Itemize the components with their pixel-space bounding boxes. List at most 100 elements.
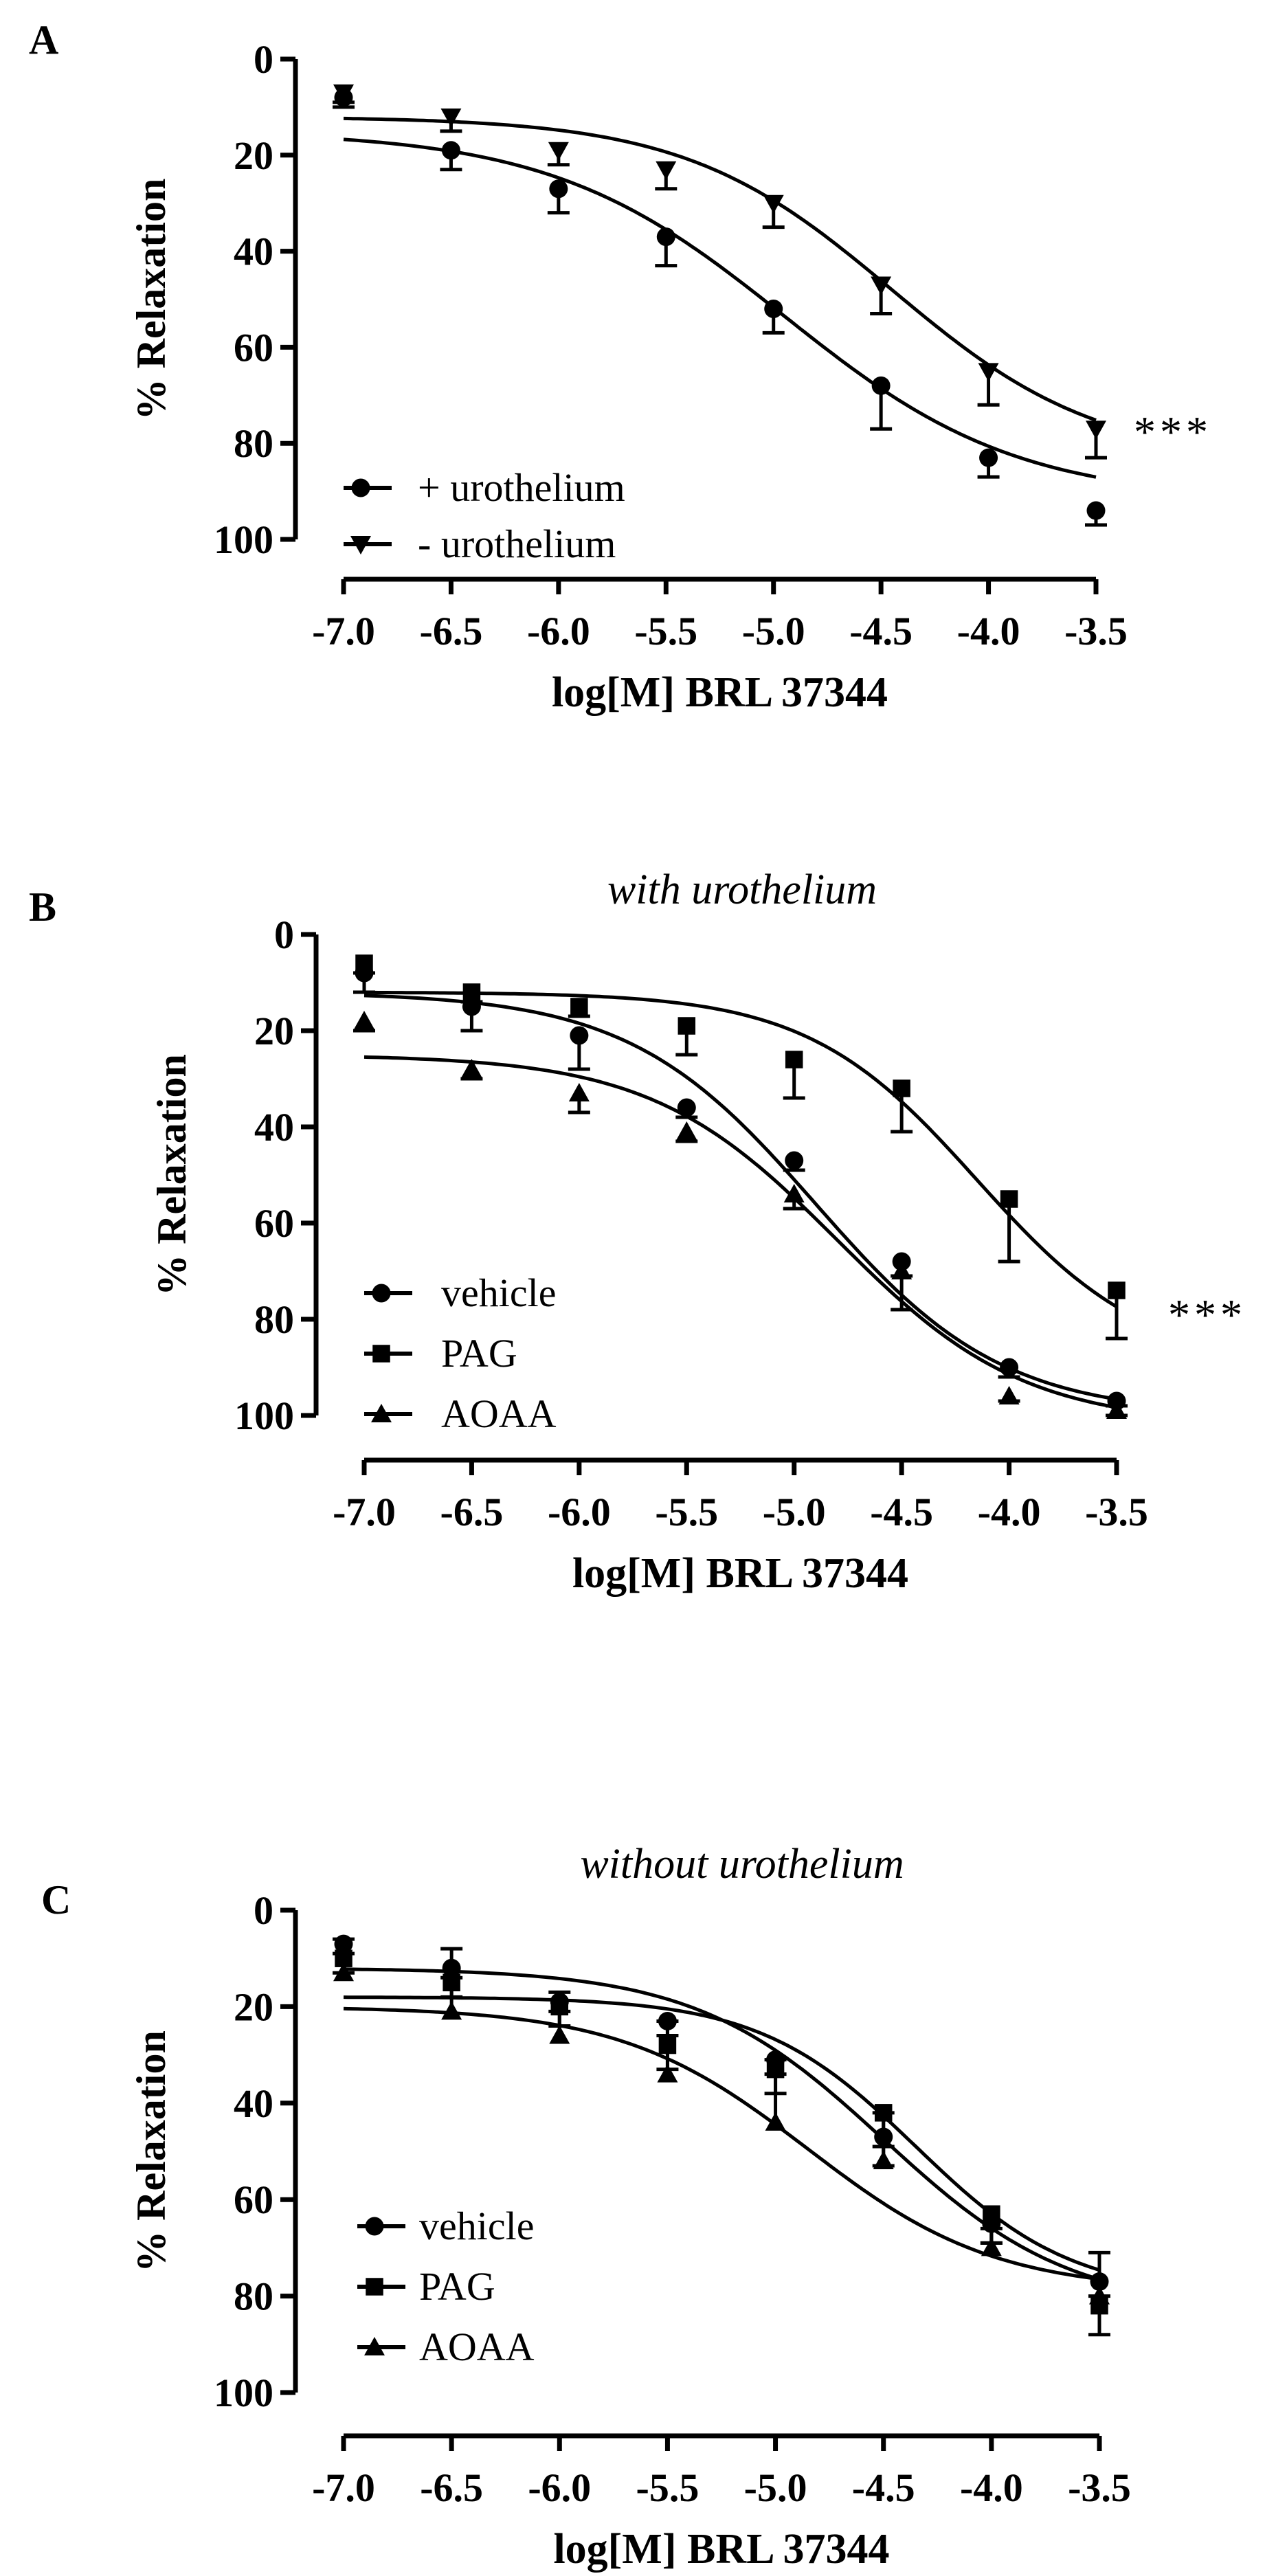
data-point	[441, 141, 460, 160]
panel-label: C	[41, 1877, 71, 1923]
panel-label: A	[29, 17, 58, 63]
legend-label: vehicle	[419, 2204, 534, 2248]
x-tick-label: -3.5	[1085, 1490, 1148, 1534]
data-point	[983, 2205, 1000, 2224]
fit-curve	[343, 137, 1097, 479]
data-point	[785, 1051, 803, 1068]
y-axis-label: % Relaxation	[149, 1054, 194, 1296]
legend-marker	[365, 2217, 384, 2236]
data-point	[461, 1059, 482, 1077]
panel-label: B	[29, 884, 56, 930]
legend-marker	[351, 478, 370, 497]
y-tick-label: 40	[254, 1105, 294, 1150]
data-point	[1086, 501, 1106, 520]
chart-panel-a: A 0 20 40 60 80 100 % Relaxation -7.0 -6.5 -6.0 -5.…	[29, 17, 1212, 716]
x-tick-label: -6.5	[420, 609, 483, 653]
x-tick-label: -3.5	[1068, 2465, 1131, 2510]
data-point	[549, 179, 568, 199]
legend-label: PAG	[419, 2264, 495, 2309]
x-tick-label: -6.0	[528, 2465, 591, 2510]
y-tick-label: 80	[234, 421, 273, 466]
x-tick-label: -4.0	[978, 1490, 1041, 1534]
data-point	[1000, 1190, 1018, 1208]
data-point	[570, 1026, 589, 1045]
series-urothelium	[333, 88, 1107, 527]
x-tick-label: -6.5	[420, 2465, 483, 2510]
x-axis-label: log[M] BRL 37344	[552, 669, 888, 716]
data-point	[871, 276, 892, 295]
legend-label: vehicle	[441, 1270, 556, 1315]
y-tick-label: 20	[234, 1984, 273, 2029]
data-point	[764, 299, 783, 318]
data-point	[981, 2237, 1002, 2256]
legend-label: AOAA	[419, 2325, 535, 2369]
data-point	[978, 363, 999, 382]
data-point	[1089, 2285, 1110, 2305]
data-point	[656, 161, 677, 180]
series-pag	[353, 954, 1128, 1341]
x-tick-label: -7.0	[312, 2465, 375, 2510]
data-point	[893, 1079, 910, 1097]
x-axis-label: log[M] BRL 37344	[572, 1550, 908, 1597]
x-tick-label: -5.0	[744, 2465, 807, 2510]
legend-marker	[350, 536, 371, 555]
legend-marker	[372, 1284, 391, 1303]
y-tick-label: 100	[214, 517, 273, 562]
fit-curve	[343, 2006, 1100, 2281]
x-tick-label: -7.0	[312, 609, 375, 653]
fit-curve	[343, 116, 1097, 422]
data-point	[549, 2025, 570, 2044]
legend-label: AOAA	[441, 1391, 557, 1436]
y-tick-label: 0	[274, 912, 294, 957]
data-point	[355, 954, 373, 972]
legend-label: PAG	[441, 1331, 517, 1376]
x-tick-label: -4.5	[849, 609, 913, 653]
data-point	[871, 376, 891, 395]
legend-label: + urothelium	[418, 465, 625, 510]
x-tick-label: -6.5	[440, 1490, 504, 1534]
series-aoaa	[333, 1937, 1110, 2305]
significance-marker: ***	[1168, 1290, 1246, 1339]
series-urothelium	[333, 84, 1107, 460]
x-tick-label: -6.0	[548, 1490, 611, 1534]
fit-curve	[343, 1995, 1100, 2272]
data-point	[656, 227, 675, 247]
y-tick-label: 20	[254, 1009, 294, 1053]
chart-title: without urothelium	[580, 1841, 904, 1888]
data-point	[765, 2112, 786, 2131]
fit-curve	[363, 994, 1117, 1401]
y-tick-label: 100	[234, 1393, 294, 1438]
series-aoaa	[353, 1011, 1128, 1419]
y-tick-label: 40	[234, 229, 273, 274]
y-tick-label: 20	[234, 133, 273, 178]
legend-label: - urothelium	[418, 522, 616, 566]
x-tick-label: -4.0	[957, 609, 1020, 653]
x-tick-label: -4.0	[960, 2465, 1023, 2510]
x-tick-label: -5.5	[636, 2465, 699, 2510]
data-point	[873, 2151, 894, 2170]
y-axis-label: % Relaxation	[128, 179, 174, 421]
y-tick-label: 0	[254, 1888, 273, 1933]
y-tick-label: 60	[234, 325, 273, 370]
data-point	[1108, 1281, 1126, 1299]
data-point	[333, 84, 354, 103]
x-tick-label: -5.0	[742, 609, 805, 653]
data-point	[998, 1386, 1020, 1404]
data-point	[548, 142, 569, 161]
y-tick-label: 0	[254, 37, 273, 82]
data-point	[657, 2063, 678, 2083]
y-tick-label: 40	[234, 2081, 273, 2126]
data-point	[568, 1083, 590, 1101]
x-tick-label: -5.0	[763, 1490, 826, 1534]
data-point	[678, 1017, 696, 1035]
data-point	[440, 108, 462, 127]
fit-curve	[364, 990, 1118, 1308]
data-point	[785, 1151, 804, 1170]
data-point	[333, 1962, 354, 1982]
y-tick-label: 60	[234, 2177, 273, 2222]
legend-marker	[371, 1404, 392, 1422]
x-tick-label: -5.5	[655, 1490, 718, 1534]
significance-marker: ***	[1134, 407, 1212, 456]
